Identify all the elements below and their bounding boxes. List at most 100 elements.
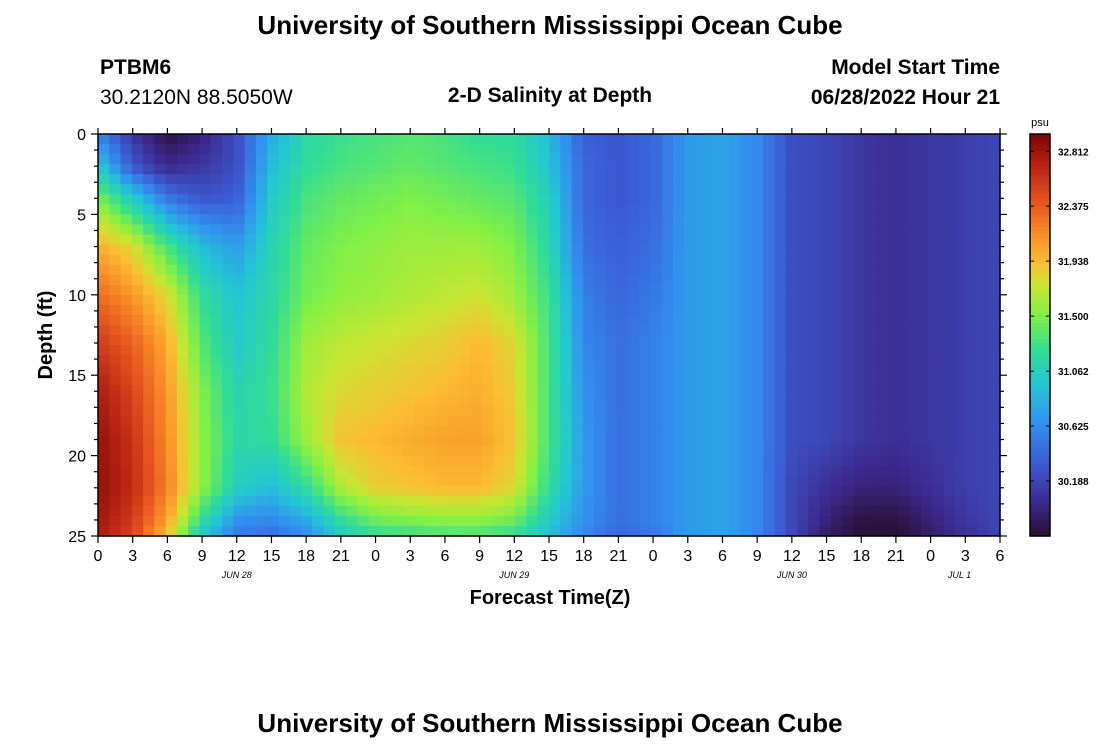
heatmap-cell: [875, 214, 888, 226]
heatmap-cell: [560, 365, 573, 376]
heatmap-cell: [616, 164, 629, 175]
heatmap-cell: [222, 515, 234, 527]
heatmap-cell: [244, 264, 257, 276]
heatmap-cell: [267, 405, 280, 416]
heatmap-cell: [222, 415, 234, 427]
heatmap-cell: [458, 335, 471, 346]
heatmap-cell: [436, 314, 449, 326]
heatmap-cell: [379, 184, 392, 195]
heatmap-cell: [571, 465, 584, 477]
heatmap-cell: [797, 465, 809, 477]
heatmap-cell: [988, 234, 1001, 246]
heatmap-cell: [887, 505, 900, 517]
heatmap-cell: [808, 284, 821, 296]
heatmap-cell: [109, 244, 122, 256]
heatmap-cell: [864, 234, 877, 246]
heatmap-cell: [481, 174, 494, 185]
heatmap-cell: [470, 505, 482, 517]
heatmap-cell: [819, 345, 832, 356]
heatmap-cell: [233, 194, 246, 205]
heatmap-cell: [977, 264, 990, 276]
heatmap-cell: [98, 425, 110, 437]
heatmap-cell: [808, 274, 821, 286]
heatmap-cell: [120, 284, 133, 296]
heatmap-cell: [447, 385, 460, 396]
heatmap-cell: [605, 425, 618, 437]
heatmap-cell: [988, 525, 1001, 537]
heatmap-cell: [808, 234, 821, 246]
heatmap-cell: [549, 525, 561, 537]
heatmap-cell: [932, 304, 945, 316]
heatmap-cell: [278, 264, 291, 276]
heatmap-cell: [98, 395, 110, 406]
heatmap-cell: [458, 324, 471, 336]
heatmap-cell: [616, 515, 629, 527]
heatmap-cell: [357, 264, 370, 276]
heatmap-cell: [447, 324, 460, 336]
heatmap-cell: [661, 485, 674, 497]
heatmap-cell: [819, 475, 832, 487]
heatmap-cell: [300, 435, 313, 447]
heatmap-cell: [515, 274, 528, 286]
heatmap-cell: [526, 154, 539, 165]
heatmap-cell: [515, 194, 528, 205]
heatmap-cell: [751, 365, 764, 376]
heatmap-cell: [492, 495, 505, 507]
heatmap-cell: [131, 274, 144, 286]
heatmap-cell: [830, 204, 843, 215]
heatmap-cell: [695, 314, 708, 326]
x-tick-label: 9: [198, 548, 207, 565]
heatmap-cell: [887, 294, 900, 306]
heatmap-cell: [120, 435, 133, 447]
heatmap-cell: [954, 244, 967, 256]
heatmap-cell: [909, 465, 922, 477]
heatmap-cell: [616, 304, 629, 316]
heatmap-cell: [661, 525, 674, 537]
heatmap-cell: [210, 264, 223, 276]
heatmap-cell: [830, 234, 843, 246]
heatmap-cell: [594, 515, 606, 527]
heatmap-cell: [695, 214, 708, 226]
heatmap-cell: [503, 525, 516, 537]
heatmap-cell: [458, 134, 471, 145]
heatmap-cell: [334, 475, 347, 487]
heatmap-cell: [143, 415, 155, 427]
heatmap-cell: [605, 194, 618, 205]
heatmap-cell: [470, 164, 482, 175]
heatmap-cell: [267, 485, 280, 497]
heatmap-cell: [909, 234, 922, 246]
heatmap-cell: [673, 515, 685, 527]
heatmap-cell: [921, 144, 933, 155]
heatmap-cell: [684, 505, 697, 517]
heatmap-cell: [785, 144, 798, 155]
heatmap-cell: [255, 345, 268, 356]
heatmap-cell: [346, 515, 358, 527]
heatmap-cell: [571, 505, 584, 517]
heatmap-cell: [165, 194, 178, 205]
heatmap-cell: [244, 525, 257, 537]
heatmap-cell: [864, 415, 877, 427]
heatmap-cell: [526, 465, 539, 477]
heatmap-cell: [875, 455, 888, 467]
heatmap-cell: [176, 134, 189, 145]
heatmap-cell: [977, 144, 990, 155]
heatmap-cell: [458, 164, 471, 175]
heatmap-cell: [875, 144, 888, 155]
heatmap-cell: [740, 345, 753, 356]
heatmap-cell: [470, 174, 482, 185]
heatmap-cell: [289, 525, 302, 537]
colorbar-label: 31.062: [1058, 367, 1089, 378]
heatmap-cell: [244, 515, 257, 527]
heatmap-cell: [447, 144, 460, 155]
heatmap-cell: [706, 445, 719, 457]
heatmap-cell: [954, 184, 967, 195]
heatmap-cell: [605, 505, 618, 517]
heatmap-cell: [210, 395, 223, 406]
heatmap-cell: [368, 345, 381, 356]
heatmap-cell: [334, 465, 347, 477]
heatmap-cell: [966, 345, 979, 356]
heatmap-cell: [537, 324, 550, 336]
heatmap-cell: [312, 475, 325, 487]
heatmap-cell: [255, 294, 268, 306]
heatmap-cell: [887, 264, 900, 276]
